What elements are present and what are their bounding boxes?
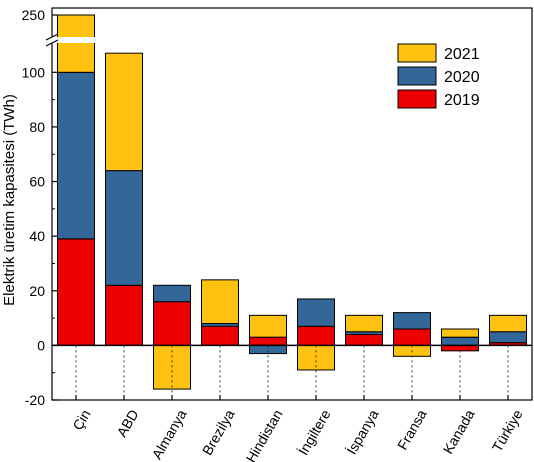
y-tick-label: -20 (25, 392, 45, 408)
plot-area: -20 0 20 40 60 80 100 250 Çin ABD Almanya Brezilya H… (22, 7, 533, 462)
legend-label-2021: 2021 (444, 46, 480, 63)
x-tick-label: Brezilya (199, 407, 238, 458)
bar-2020 (489, 331, 527, 344)
y-axis-label: Elektrik üretim kapasitesi (TWh) (1, 94, 18, 306)
bar-2019 (345, 333, 383, 346)
bar-2019 (297, 325, 335, 346)
y-tick-label: 0 (37, 337, 45, 353)
axis-break-mark (45, 33, 59, 41)
legend-swatch-2021 (397, 43, 437, 63)
bar-2020 (441, 336, 479, 346)
bar-2021 (105, 52, 143, 172)
y-tick-label: 100 (22, 64, 46, 80)
legend-swatch-2019 (397, 89, 437, 109)
y-tick-label: 40 (29, 228, 45, 244)
x-tick-label: Hindistan (243, 407, 286, 462)
x-tick-label: ABD (113, 407, 141, 440)
bar-2019 (249, 336, 287, 346)
x-tick-label: İngiltere (294, 406, 334, 458)
plot-frame (51, 7, 533, 401)
bar-2020 (57, 71, 95, 240)
x-tick-label: İspanya (342, 406, 381, 457)
x-tick-label: Türkiye (489, 407, 526, 455)
bar-2019 (153, 301, 191, 346)
bar-2021 (489, 314, 527, 333)
axis-break-gap (42, 37, 162, 43)
axis-break-mark (45, 39, 59, 47)
bar-2021 (201, 279, 239, 325)
y-tick-label: 20 (29, 283, 45, 299)
y-tick-label: 250 (22, 7, 46, 23)
bar-2019 (105, 284, 143, 346)
x-tick-label: Almanya (149, 407, 190, 462)
legend-label-2020: 2020 (444, 69, 480, 86)
bar-2019 (393, 328, 431, 346)
legend-label-2019: 2019 (444, 92, 480, 109)
bar-2020 (297, 298, 335, 327)
x-tick-label: Fransa (394, 407, 430, 453)
y-tick-label: 80 (29, 119, 45, 135)
bar-2020 (105, 170, 143, 286)
x-tick-label: Çin (69, 407, 93, 433)
bar-2019 (57, 238, 95, 346)
bar-2021 (441, 328, 479, 338)
bar-2020 (393, 312, 431, 330)
legend-swatch-2020 (397, 66, 437, 86)
bar-2020 (153, 284, 191, 303)
bar-2021 (345, 314, 383, 333)
bar-2019 (201, 325, 239, 346)
bar-2021 (249, 314, 287, 338)
y-tick-label: 60 (29, 174, 45, 190)
x-tick-label: Kanada (440, 407, 478, 457)
bar-2021 (57, 14, 95, 73)
